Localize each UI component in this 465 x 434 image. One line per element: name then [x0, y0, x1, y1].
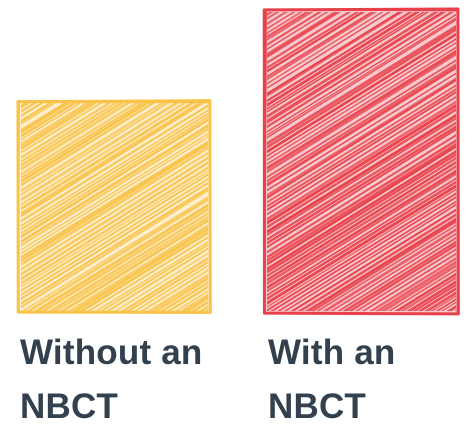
category-label-without-nbct-line1: Without an	[20, 326, 220, 380]
category-label-without-nbct: Without an NBCT	[20, 326, 220, 434]
category-label-with-nbct: With an NBCT	[268, 326, 458, 434]
category-label-with-nbct-line1: With an	[268, 326, 458, 380]
category-label-without-nbct-line2: NBCT	[20, 380, 220, 434]
category-label-with-nbct-line2: NBCT	[268, 380, 458, 434]
